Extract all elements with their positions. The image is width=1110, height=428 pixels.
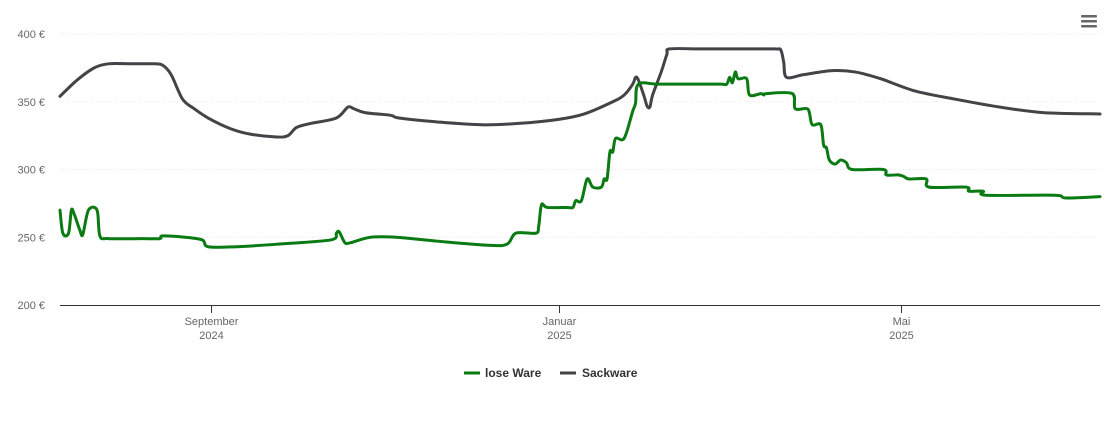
series-line-lose-ware[interactable] [58,70,1102,249]
x-tick-label-month: September [185,316,239,328]
axes: 200 € 250 € 300 € 350 € 400 € September 2024 Ja… [17,29,1100,342]
y-tick-label: 300 € [17,165,45,177]
legend-label-lose-ware: lose Ware [485,366,542,380]
legend-item-sackware[interactable]: Sackware [560,366,638,380]
legend: lose Ware Sackware [464,366,638,380]
legend-item-lose-ware[interactable]: lose Ware [464,366,542,380]
y-tick-label: 400 € [17,29,45,41]
y-tick-label: 250 € [17,232,45,244]
series-lines [58,47,1102,249]
grid-lines [60,33,1100,238]
series-line-sackware[interactable] [58,47,1102,139]
y-tick-label: 200 € [17,300,45,312]
x-tick-label-year: 2025 [547,330,571,342]
x-tick-label-year: 2024 [199,330,223,342]
hamburger-menu-icon [1081,15,1097,28]
chart-menu-button[interactable] [1076,10,1102,32]
y-tick-label: 350 € [17,97,45,109]
x-tick-label-year: 2025 [889,330,913,342]
x-tick-label-month: Mai [893,316,911,328]
legend-label-sackware: Sackware [582,366,638,380]
x-tick-label-month: Januar [543,316,577,328]
